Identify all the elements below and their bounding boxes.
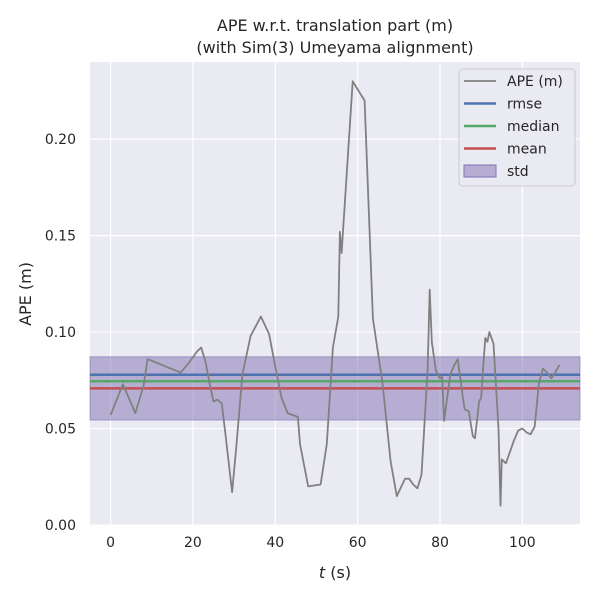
x-tick-label: 100 (509, 535, 536, 551)
chart-title-line-2: (with Sim(3) Umeyama alignment) (196, 38, 473, 57)
y-tick-label: 0.10 (45, 325, 76, 341)
series-layer (109, 80, 561, 507)
y-tick-label: 0.15 (45, 229, 76, 245)
ape-series-line (109, 80, 561, 507)
x-tick-label: 0 (106, 535, 115, 551)
chart-title-line-1: APE w.r.t. translation part (m) (217, 16, 453, 35)
legend-label: median (507, 119, 559, 135)
x-tick-label: 60 (349, 535, 367, 551)
legend-label: std (507, 164, 529, 180)
stat-lines-layer (90, 373, 580, 390)
x-tick-label: 80 (431, 535, 449, 551)
x-axis-label: t (s) (319, 563, 351, 582)
x-axis-label-unit: (s) (325, 563, 351, 582)
legend-label: APE (m) (507, 74, 563, 90)
x-tick-label: 40 (266, 535, 284, 551)
legend-box (458, 68, 576, 187)
y-tick-labels: 0.00 0.05 0.10 0.15 0.20 (45, 132, 76, 534)
x-axis-label-var: t (319, 563, 326, 582)
legend-label: mean (507, 142, 547, 158)
legend-swatch (463, 164, 497, 178)
x-tick-label: 20 (184, 535, 202, 551)
y-tick-label: 0.00 (45, 518, 76, 534)
x-tick-labels: 0 20 40 60 80 100 (106, 535, 536, 551)
legend-label: rmse (507, 97, 542, 113)
y-tick-label: 0.20 (45, 132, 76, 148)
y-tick-label: 0.05 (45, 422, 76, 438)
y-axis-label: APE (m) (16, 262, 35, 326)
legend: APE (m) rmse median mean std (458, 68, 576, 187)
